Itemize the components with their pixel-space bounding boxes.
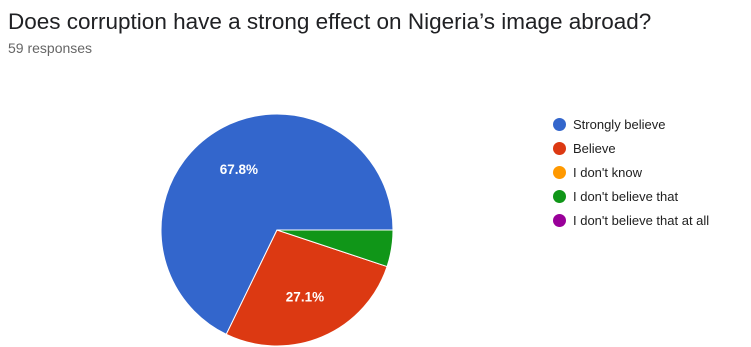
response-count: 59 responses: [8, 40, 93, 56]
legend-item-i-don-t-believe-that-at-all[interactable]: I don't believe that at all: [553, 208, 709, 232]
legend-label: I don't know: [573, 164, 642, 180]
legend-label: Believe: [573, 140, 616, 156]
pie-label-believe: 27.1%: [286, 289, 324, 304]
legend-swatch: [553, 213, 566, 227]
pie-slices: [160, 113, 394, 347]
legend-item-i-don-t-know[interactable]: I don't know: [553, 160, 709, 184]
pie-slice-believe[interactable]: [225, 229, 388, 347]
legend-label: Strongly believe: [573, 116, 666, 132]
pie-label-strongly-believe: 67.8%: [220, 162, 258, 177]
legend-swatch: [553, 141, 566, 155]
legend-swatch: [553, 189, 566, 203]
pie-slice-strongly-believe[interactable]: [160, 113, 394, 336]
pie-slice-i-don-t-believe-that[interactable]: [276, 229, 394, 268]
legend-swatch: [553, 165, 566, 179]
chart-title: Does corruption have a strong effect on …: [8, 9, 652, 34]
legend-item-strongly-believe[interactable]: Strongly believe: [553, 112, 709, 136]
chart-legend: Strongly believe Believe I don't know I don…: [553, 112, 709, 232]
legend-label: I don't believe that at all: [573, 212, 710, 228]
pie-labels: 67.8% 27.1%: [220, 162, 324, 304]
legend-label: I don't believe that: [573, 188, 679, 204]
legend-item-believe[interactable]: Believe: [553, 136, 709, 160]
legend-swatch: [553, 117, 566, 131]
legend-item-i-don-t-believe-that[interactable]: I don't believe that: [553, 184, 709, 208]
